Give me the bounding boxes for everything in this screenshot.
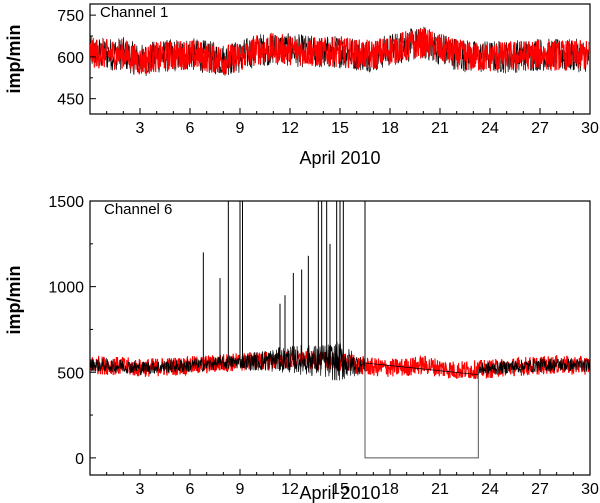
x-tick-label: 15 [331,481,349,498]
panel-1-xlabel: April 2010 [299,148,380,168]
x-tick-label: 18 [381,120,399,137]
y-tick-label: 600 [57,50,84,67]
x-tick-label: 6 [186,481,195,498]
panel-1-yticks: 450 600 750 [57,8,96,109]
x-tick-label: 24 [481,481,499,498]
y-tick-label: 0 [75,451,84,468]
panel-channel-6: 3 6 9 12 15 18 21 24 27 30 0 500 1000 1500 Channel 6… [4,194,599,503]
panel-1-series [90,26,590,77]
x-tick-label: 3 [136,120,145,137]
panel-1-ylabel: imp/min [4,24,24,93]
x-tick-label: 15 [331,120,349,137]
y-tick-label: 1500 [48,194,84,211]
x-tick-label: 18 [381,481,399,498]
panel-2-yticks: 0 500 1000 1500 [48,194,96,468]
x-tick-label: 30 [581,120,599,137]
x-tick-label: 21 [431,481,449,498]
panel-1-annotation: Channel 1 [100,4,168,21]
x-tick-label: 27 [531,120,549,137]
panel-2-annotation: Channel 6 [104,201,172,218]
y-tick-label: 1000 [48,280,84,297]
panel-2-series [90,201,590,459]
series-raw-trace [90,341,590,381]
panel-2-xticks: 3 6 9 12 15 18 21 24 27 30 [106,469,599,498]
panel-1-xticks: 3 6 9 12 15 18 21 24 27 30 [106,108,599,137]
x-tick-label: 3 [136,481,145,498]
dropout-line [364,365,479,459]
y-tick-label: 750 [57,8,84,25]
x-tick-label: 21 [431,120,449,137]
panel-2-xlabel: April 2010 [299,483,380,503]
x-tick-label: 12 [281,481,299,498]
y-tick-label: 450 [57,92,84,109]
panel-channel-1: 3 6 9 12 15 18 21 24 27 30 450 600 750 Channel 1 Ap… [4,3,599,168]
panel-2-ylabel: imp/min [4,265,24,334]
series-filtered-trace [90,26,590,75]
x-tick-label: 9 [236,120,245,137]
x-tick-label: 24 [481,120,499,137]
x-tick-label: 6 [186,120,195,137]
x-tick-label: 9 [236,481,245,498]
x-tick-label: 12 [281,120,299,137]
x-tick-label: 30 [581,481,599,498]
y-tick-label: 500 [57,365,84,382]
x-tick-label: 27 [531,481,549,498]
